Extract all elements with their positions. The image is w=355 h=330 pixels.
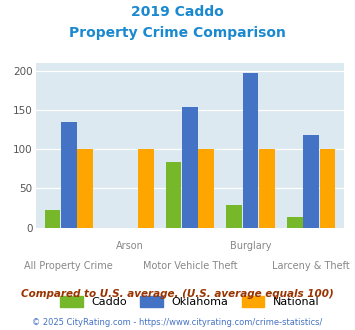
- Bar: [198, 149, 214, 228]
- Text: © 2025 CityRating.com - https://www.cityrating.com/crime-statistics/: © 2025 CityRating.com - https://www.city…: [32, 318, 323, 327]
- Bar: [61, 122, 77, 228]
- Bar: [287, 217, 302, 228]
- Text: Arson: Arson: [115, 241, 143, 251]
- Bar: [242, 73, 258, 228]
- Text: 2019 Caddo: 2019 Caddo: [131, 5, 224, 19]
- Bar: [77, 149, 93, 228]
- Bar: [138, 149, 154, 228]
- Text: Compared to U.S. average. (U.S. average equals 100): Compared to U.S. average. (U.S. average …: [21, 289, 334, 299]
- Legend: Caddo, Oklahoma, National: Caddo, Oklahoma, National: [60, 296, 320, 308]
- Bar: [166, 162, 181, 228]
- Text: Motor Vehicle Theft: Motor Vehicle Theft: [143, 261, 237, 271]
- Bar: [259, 149, 275, 228]
- Text: All Property Crime: All Property Crime: [24, 261, 113, 271]
- Bar: [320, 149, 335, 228]
- Bar: [226, 205, 242, 228]
- Bar: [303, 135, 319, 228]
- Text: Larceny & Theft: Larceny & Theft: [272, 261, 350, 271]
- Text: Burglary: Burglary: [230, 241, 271, 251]
- Bar: [45, 211, 60, 228]
- Text: Property Crime Comparison: Property Crime Comparison: [69, 26, 286, 40]
- Bar: [182, 108, 198, 228]
